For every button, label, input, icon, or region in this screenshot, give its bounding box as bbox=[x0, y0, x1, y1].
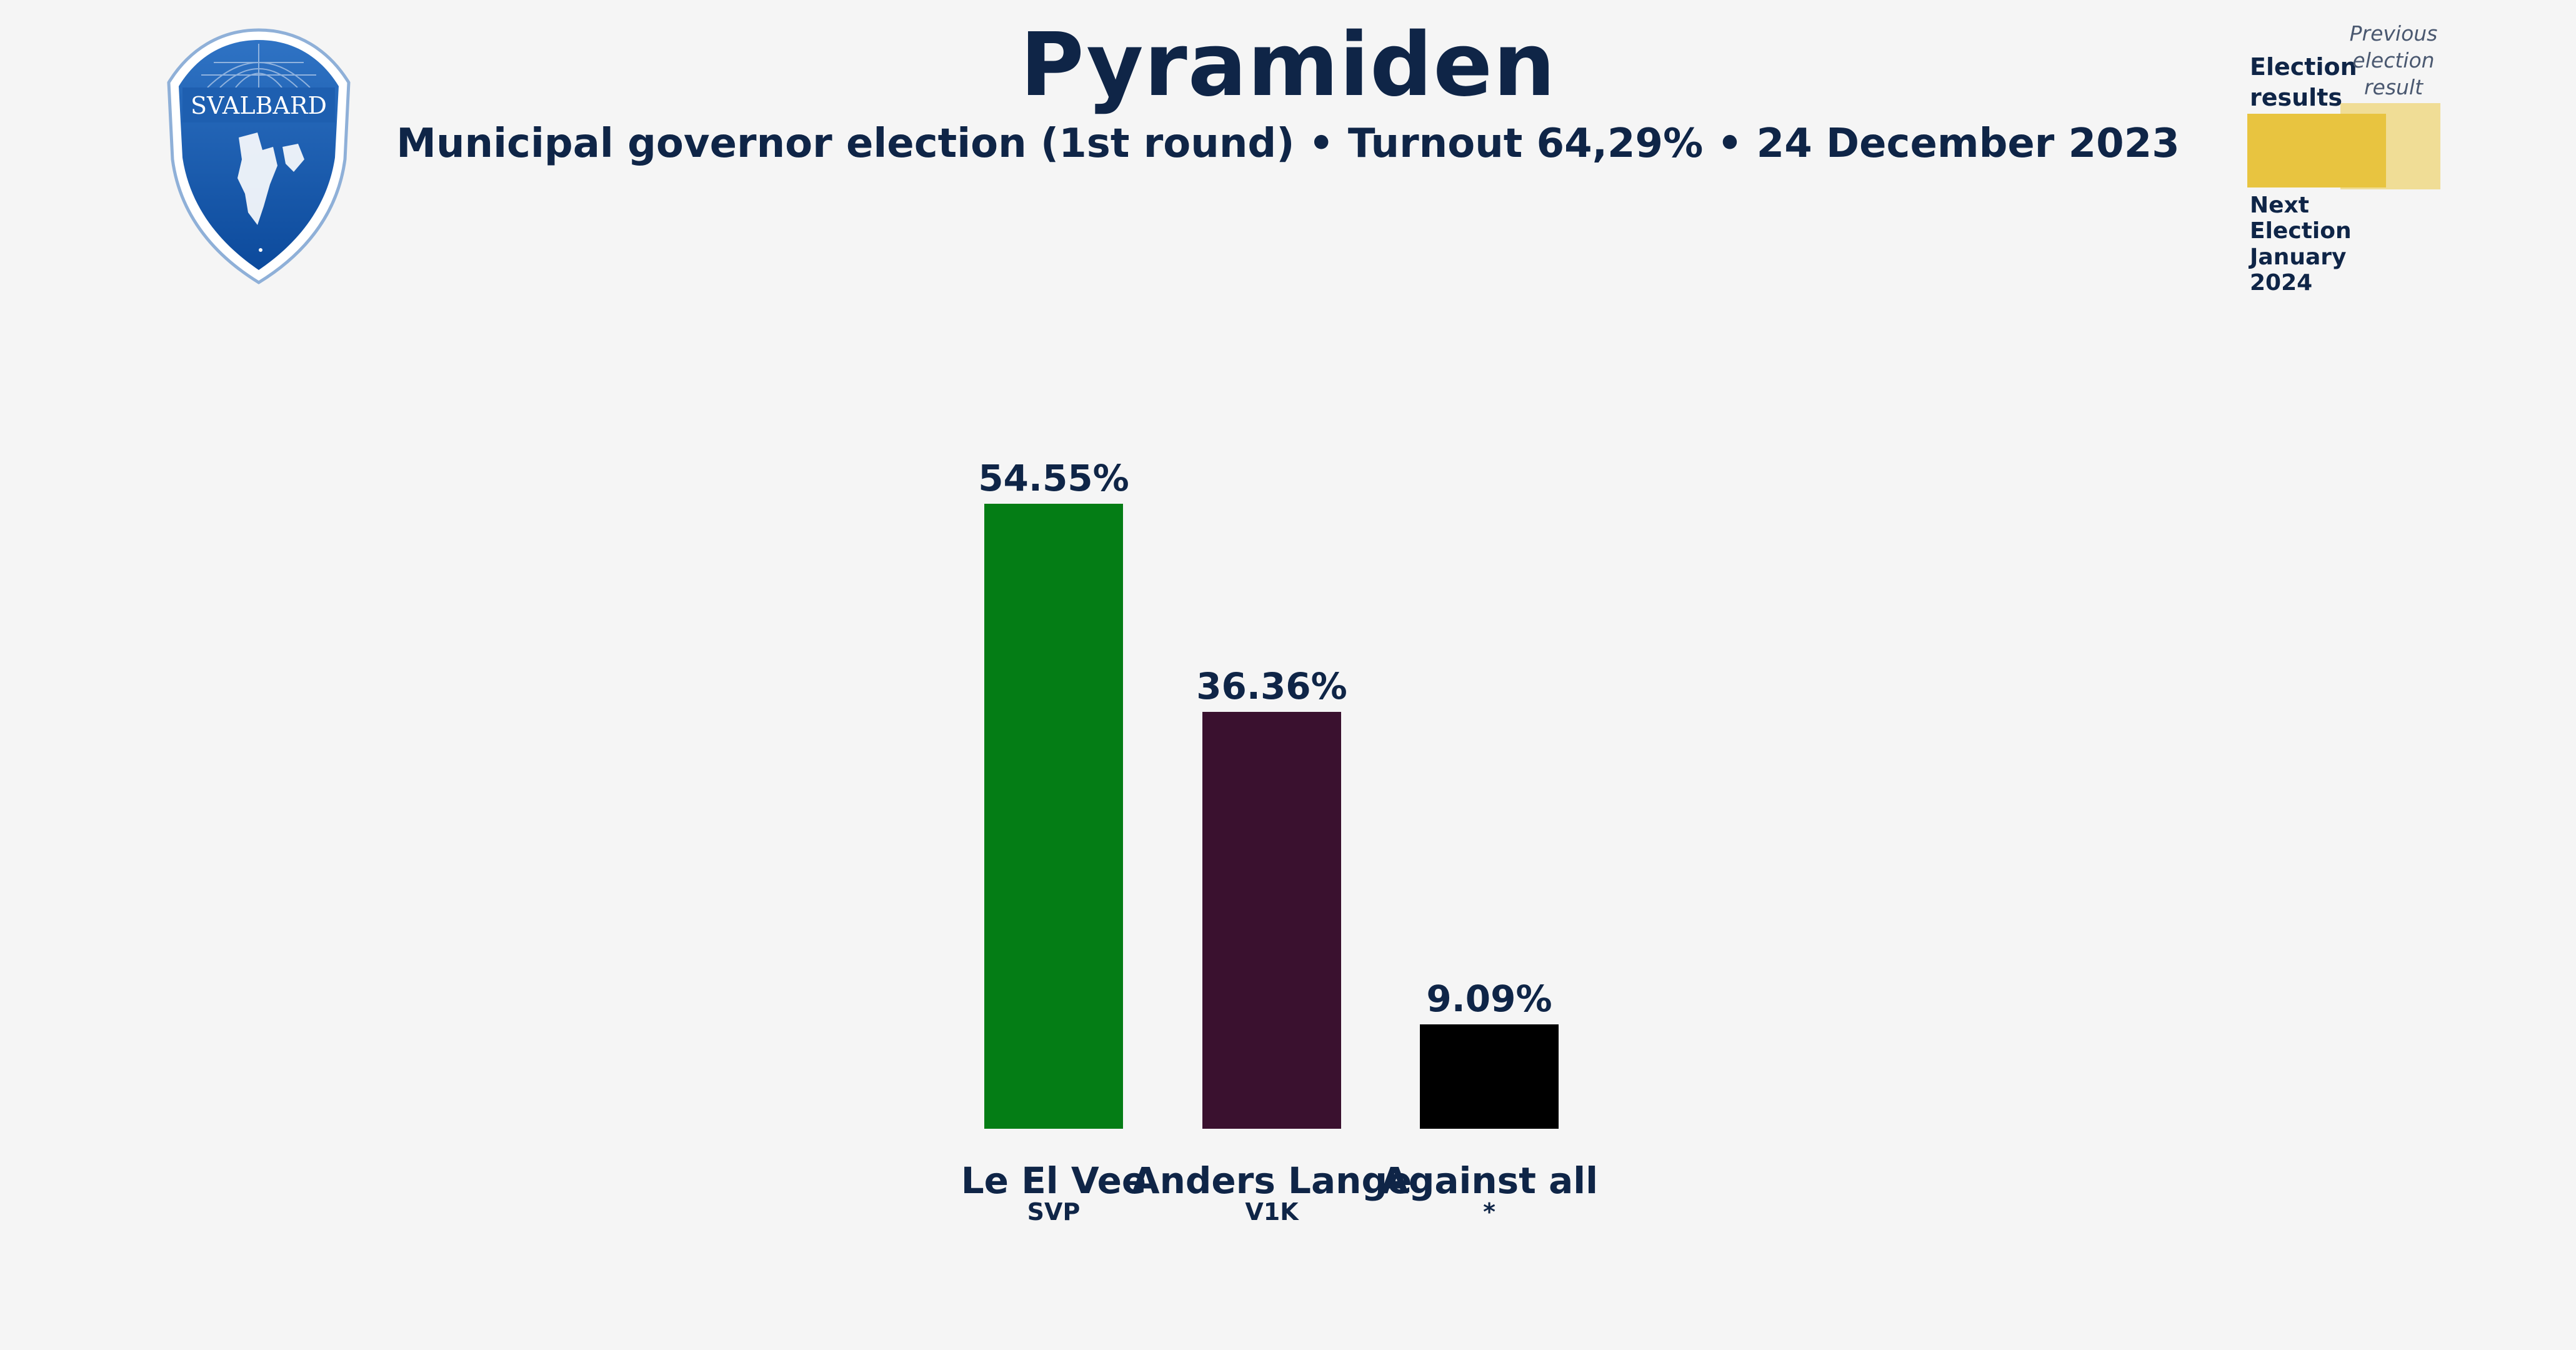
legend-previous-label: Previous election result bbox=[2349, 21, 2438, 99]
category-sublabel-2: * bbox=[1483, 1198, 1495, 1226]
category-label-2: Against all bbox=[1380, 1159, 1599, 1202]
page-subtitle: Municipal governor election (1st round) … bbox=[396, 121, 2180, 167]
legend-current-swatch bbox=[2247, 114, 2386, 188]
bar-2 bbox=[1420, 1024, 1559, 1129]
legend-next-election-label: Next Election January 2024 bbox=[2250, 192, 2352, 296]
emblem-text: SVALBARD bbox=[191, 92, 327, 119]
legend: Election results Previous election resul… bbox=[2231, 16, 2519, 296]
bar-0 bbox=[984, 504, 1123, 1129]
bar-value-label-1: 36.36% bbox=[1196, 665, 1347, 708]
category-sublabel-0: SVP bbox=[1027, 1198, 1081, 1226]
svalbard-shield-icon: SVALBARD bbox=[167, 28, 351, 284]
bar-1 bbox=[1202, 712, 1341, 1129]
category-label-0: Le El Vee bbox=[961, 1159, 1147, 1202]
bar-value-label-0: 54.55% bbox=[978, 457, 1129, 499]
bar-value-label-2: 9.09% bbox=[1426, 978, 1552, 1021]
legend-results-label: Election results bbox=[2250, 53, 2357, 112]
page-title: Pyramiden bbox=[1020, 14, 1556, 116]
category-sublabel-1: V1K bbox=[1245, 1198, 1299, 1226]
category-label-1: Anders Lange bbox=[1131, 1159, 1412, 1202]
svalbard-emblem: SVALBARD bbox=[164, 25, 354, 288]
